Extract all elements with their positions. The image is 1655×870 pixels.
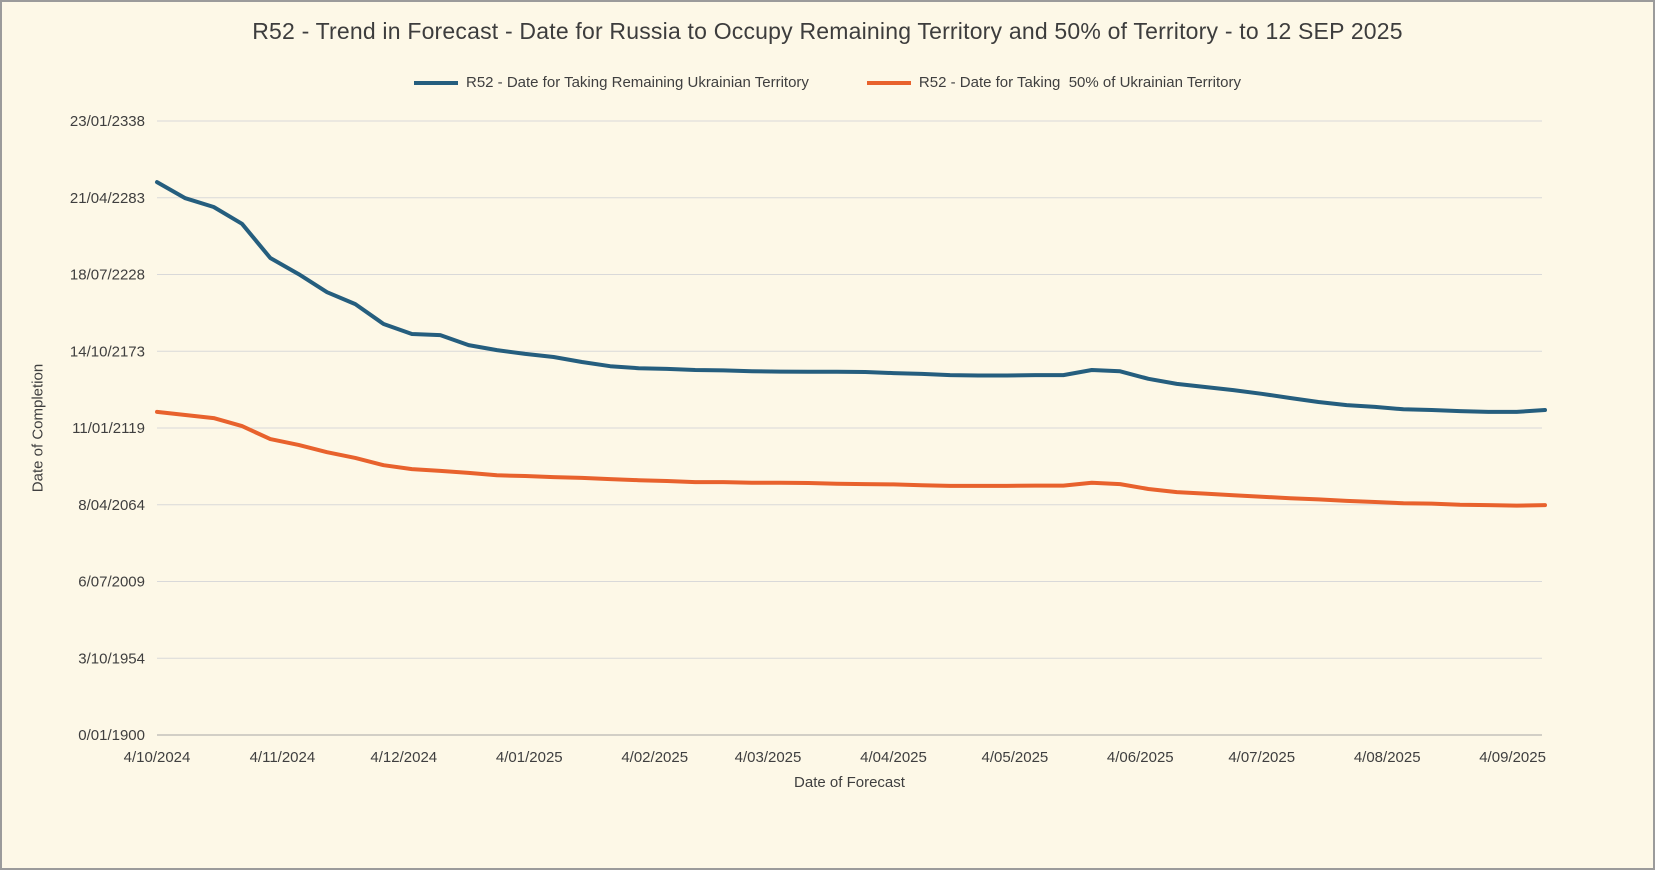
- x-tick-label: 4/03/2025: [735, 749, 802, 766]
- x-tick-label: 4/10/2024: [124, 749, 191, 766]
- series-line-remaining-territory: [155, 180, 1547, 414]
- y-tick-label: 11/01/2119: [72, 420, 145, 437]
- chart-legend: R52 - Date for Taking Remaining Ukrainia…: [2, 74, 1653, 91]
- y-tick-label: 18/07/2228: [70, 267, 145, 284]
- y-tick-label: 14/10/2173: [70, 343, 145, 360]
- chart-title: R52 - Trend in Forecast - Date for Russi…: [252, 18, 1403, 44]
- y-tick-label: 21/04/2283: [70, 190, 145, 207]
- x-tick-label: 4/02/2025: [621, 749, 688, 766]
- y-tick-label: 3/10/1954: [78, 650, 145, 667]
- y-tick-label: 8/04/2064: [78, 497, 145, 514]
- x-tick-label: 4/05/2025: [982, 749, 1049, 766]
- x-tick-label: 4/01/2025: [496, 749, 563, 766]
- y-tick-label: 0/01/1900: [78, 727, 145, 744]
- legend-line-swatch-50pct: [866, 80, 911, 85]
- legend-item-remaining-territory: R52 - Date for Taking Remaining Ukrainia…: [413, 74, 809, 91]
- x-axis-title: Date of Forecast: [794, 774, 905, 791]
- y-axis-title: Date of Completion: [29, 363, 47, 493]
- series-line-50pct-territory: [155, 409, 1547, 508]
- legend-label-50pct: R52 - Date for Taking 50% of Ukrainian T…: [918, 74, 1242, 91]
- x-tick-label: 4/08/2025: [1354, 749, 1421, 766]
- y-tick-label: 6/07/2009: [78, 574, 145, 591]
- x-tick-label: 4/09/2025: [1479, 749, 1546, 766]
- y-tick-label: 23/01/2338: [70, 113, 145, 130]
- legend-label-remaining: R52 - Date for Taking Remaining Ukrainia…: [465, 74, 809, 91]
- x-tick-label: 4/04/2025: [860, 749, 927, 766]
- legend-line-swatch-remaining: [413, 80, 458, 85]
- x-tick-label: 4/06/2025: [1107, 749, 1174, 766]
- x-tick-label: 4/07/2025: [1228, 749, 1295, 766]
- legend-item-50pct-territory: R52 - Date for Taking 50% of Ukrainian T…: [866, 74, 1242, 91]
- x-tick-label: 4/11/2024: [250, 749, 316, 766]
- x-tick-label: 4/12/2024: [370, 749, 437, 766]
